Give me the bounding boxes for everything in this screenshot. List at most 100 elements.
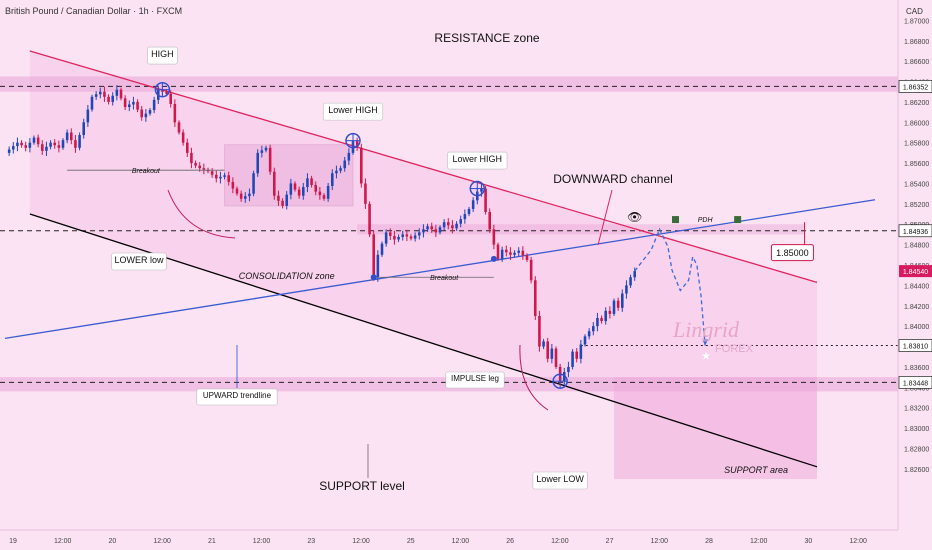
candle-body bbox=[28, 142, 32, 148]
y-tick-label: 1.85400 bbox=[904, 181, 929, 188]
candle-body bbox=[413, 235, 417, 239]
zone-pdh-band bbox=[357, 224, 805, 235]
candle-body bbox=[629, 277, 632, 286]
y-tick-label: 1.86600 bbox=[904, 59, 929, 66]
support-area-fill bbox=[614, 377, 817, 480]
candle-body bbox=[165, 91, 168, 94]
candle-body bbox=[442, 222, 446, 228]
candle-body bbox=[389, 232, 392, 236]
candle-body bbox=[273, 171, 276, 196]
y-tick-label: 1.83600 bbox=[904, 365, 929, 372]
x-tick-label: 26 bbox=[506, 538, 514, 545]
upward-trendline-label-box bbox=[196, 388, 278, 406]
candle-body bbox=[393, 235, 396, 240]
candle-body bbox=[194, 163, 197, 166]
candle-body bbox=[152, 99, 156, 111]
candle-body bbox=[401, 234, 404, 237]
candle-body bbox=[579, 344, 583, 359]
candle-body bbox=[484, 188, 487, 212]
candle-body bbox=[297, 189, 301, 196]
candle-body bbox=[505, 249, 508, 253]
price-label-box bbox=[898, 224, 932, 238]
candle-body bbox=[115, 89, 119, 96]
breakout-2-dot bbox=[370, 274, 377, 281]
candle-body bbox=[264, 147, 268, 151]
candle-body bbox=[455, 223, 458, 229]
zone-resistance-zone bbox=[0, 76, 898, 92]
candle-body bbox=[517, 250, 520, 253]
candle-body bbox=[128, 104, 131, 108]
candle-body bbox=[186, 142, 189, 153]
zone-consolidation-zone bbox=[224, 144, 354, 207]
candle-body bbox=[451, 225, 454, 229]
price-label-box bbox=[898, 376, 932, 389]
candle-body bbox=[384, 232, 388, 244]
candle-body bbox=[281, 200, 284, 206]
candle-body bbox=[467, 208, 471, 215]
candle-body bbox=[575, 351, 578, 359]
candle-body bbox=[244, 196, 247, 199]
candle-body bbox=[111, 95, 114, 102]
candle-body bbox=[169, 93, 172, 104]
y-tick-label: 1.84800 bbox=[904, 243, 929, 250]
candle-body bbox=[438, 227, 442, 233]
candle-body bbox=[422, 229, 425, 233]
candle-body bbox=[74, 140, 77, 148]
candle-body bbox=[302, 187, 305, 196]
candle-body bbox=[583, 336, 587, 345]
y-tick-label: 1.82800 bbox=[904, 446, 929, 453]
candle-body bbox=[285, 194, 288, 206]
candle-body bbox=[16, 142, 19, 147]
candle-body bbox=[215, 174, 218, 179]
candle-body bbox=[542, 341, 545, 347]
lower-low-label: LOWER low bbox=[114, 255, 164, 265]
pdh-label: PDH bbox=[698, 217, 714, 224]
high-label-box bbox=[147, 46, 178, 65]
y-tick-label: 1.86800 bbox=[904, 39, 929, 46]
candle-body bbox=[177, 122, 181, 133]
candle-body bbox=[534, 280, 537, 316]
candle-body bbox=[318, 191, 322, 196]
price-label: 1.83448 bbox=[903, 380, 928, 387]
candle-body bbox=[289, 183, 293, 195]
x-tick-label: 12:00 bbox=[849, 538, 867, 545]
projection-path bbox=[634, 227, 706, 346]
x-ticks: 19 12:00 20 12:00 21 12:00 23 12:00 25 12:00 26 12:… bbox=[9, 538, 867, 545]
target-price-text: 1.85000 bbox=[776, 248, 809, 258]
candle-body bbox=[434, 229, 438, 233]
price-label: 1.84936 bbox=[903, 229, 928, 236]
candle-body bbox=[306, 178, 309, 188]
candle-body bbox=[463, 214, 467, 220]
candle-body bbox=[310, 178, 313, 185]
candle-body bbox=[418, 232, 421, 236]
lower-low-label-box bbox=[111, 252, 167, 271]
candle-body bbox=[343, 160, 346, 169]
y-tick-label: 1.86000 bbox=[904, 120, 929, 127]
projection-arrowhead bbox=[702, 339, 709, 346]
x-tick-label: 20 bbox=[109, 538, 117, 545]
y-tick-label: 1.83400 bbox=[904, 385, 929, 392]
lower-low-caps-label-box bbox=[532, 471, 588, 490]
checkbox-icon bbox=[734, 216, 742, 224]
candle-body bbox=[335, 170, 338, 174]
support-area-label: SUPPORT area bbox=[724, 465, 788, 475]
channel-fill bbox=[29, 50, 818, 467]
y-tick-label: 1.84400 bbox=[904, 283, 929, 290]
candle-body bbox=[223, 175, 226, 177]
candle-body bbox=[604, 310, 607, 322]
time-axis[interactable] bbox=[0, 530, 932, 550]
candle-body bbox=[293, 183, 297, 190]
y-tick-label: 1.85800 bbox=[904, 141, 929, 148]
candle-body bbox=[45, 146, 48, 151]
candle-body bbox=[24, 145, 27, 148]
candle-body bbox=[430, 226, 433, 230]
candle-body bbox=[488, 212, 491, 230]
star-icon: ★ bbox=[701, 351, 711, 363]
candle-body bbox=[231, 181, 235, 189]
lower-high-2-label: Lower HIGH bbox=[453, 154, 503, 164]
candle-body bbox=[219, 176, 222, 179]
candle-body bbox=[372, 234, 375, 278]
candle-body bbox=[252, 173, 255, 194]
candle-body bbox=[509, 252, 512, 255]
